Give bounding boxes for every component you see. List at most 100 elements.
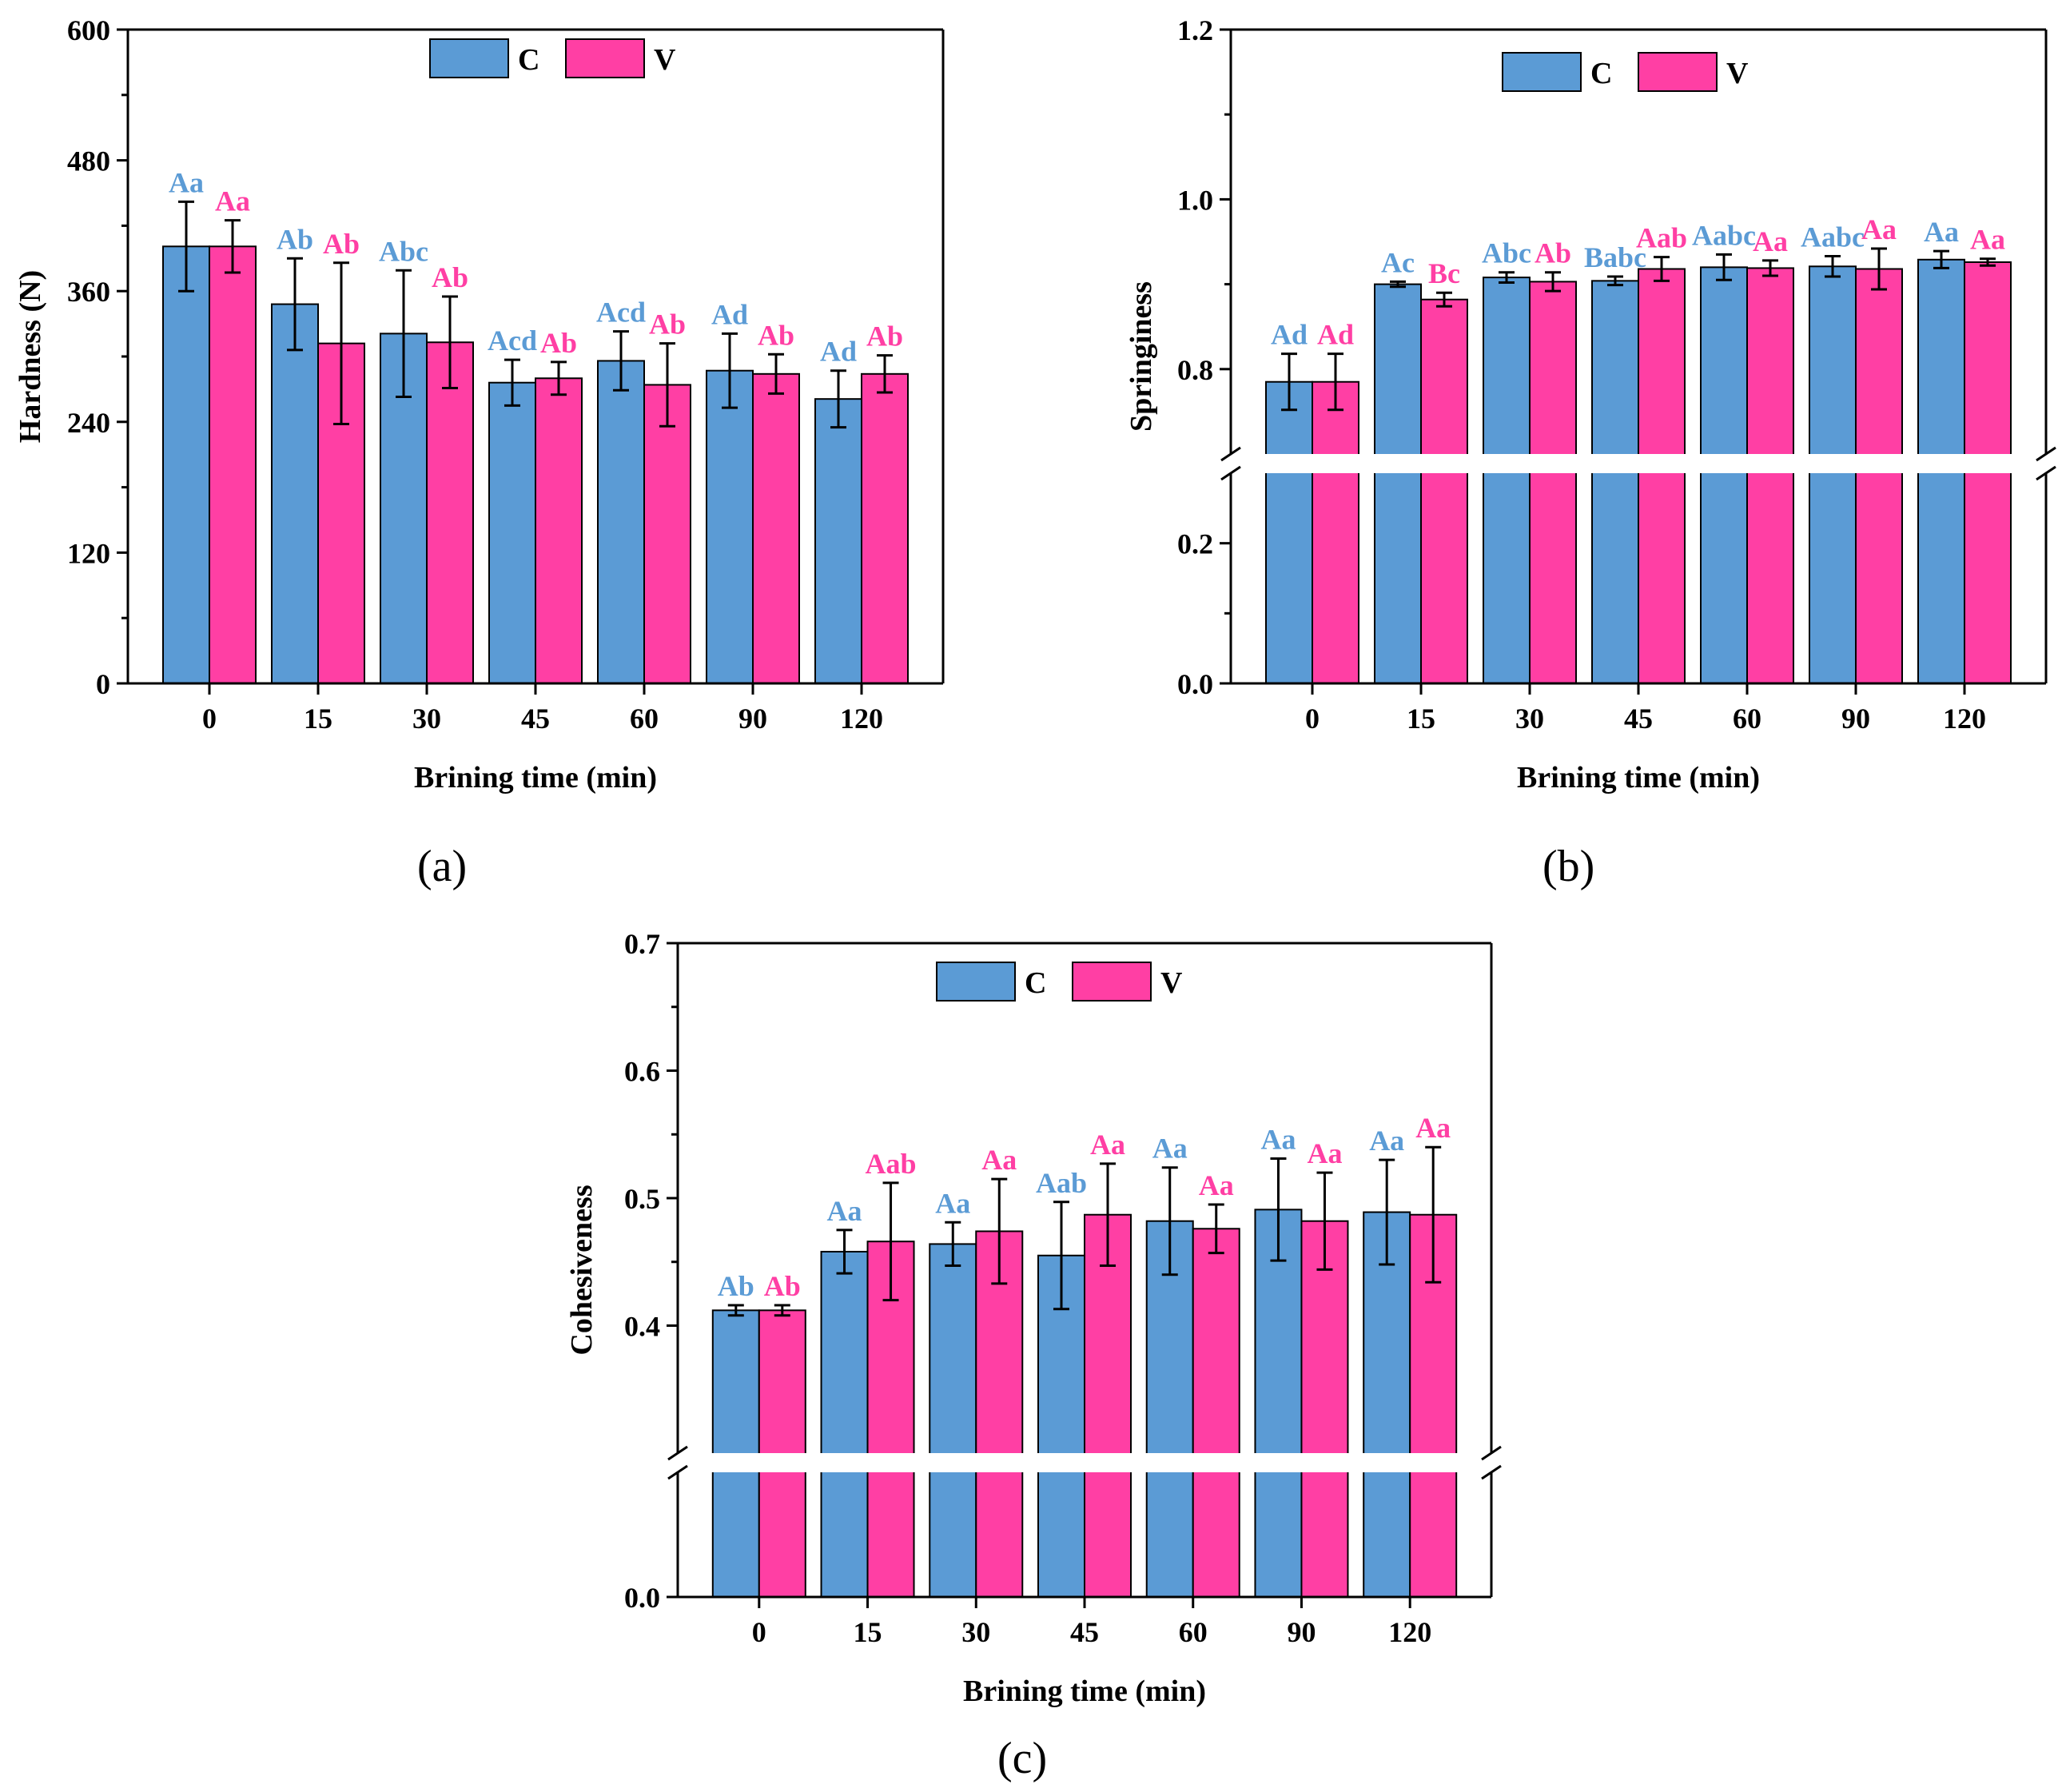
legend-label-a-V: V: [654, 43, 676, 77]
legend-label-b-C: C: [1590, 57, 1612, 90]
x-tick-label-c-120: 120: [1388, 1616, 1431, 1648]
legend-label-a-C: C: [518, 43, 539, 77]
x-tick-label-c-90: 90: [1287, 1616, 1316, 1648]
sig-label-a-V-15: Ab: [323, 228, 360, 260]
sig-label-c-C-15: Aa: [827, 1195, 862, 1227]
bar-a-V-60: [643, 384, 691, 684]
sig-label-b-V-120: Aa: [1970, 224, 2005, 256]
y-tick-label-c: 0.7: [624, 928, 660, 960]
y-tick-label-b: 0.8: [1177, 354, 1213, 386]
bar-c-V-60: [1192, 1228, 1240, 1599]
bar-b-V-15: [1420, 298, 1468, 684]
bar-c-C-90: [1254, 1209, 1303, 1598]
y-tick-label-b: 0.2: [1177, 528, 1213, 560]
y-tick-label-a: 120: [67, 537, 110, 569]
y-axis-title-a: Hardness (N): [14, 270, 47, 443]
bar-a-C-90: [706, 369, 754, 684]
x-tick-label-a-15: 15: [304, 703, 332, 735]
sig-label-c-V-30: Aa: [981, 1144, 1017, 1176]
bar-b-C-15: [1374, 283, 1422, 684]
x-tick-label-c-60: 60: [1179, 1616, 1208, 1648]
sig-label-b-C-60: Aabc: [1692, 219, 1756, 251]
bar-a-V-0: [209, 245, 257, 684]
x-tick-label-b-60: 60: [1733, 703, 1761, 735]
bar-c-C-60: [1145, 1220, 1194, 1598]
y-tick-label-c: 0.5: [624, 1183, 660, 1215]
sig-label-a-C-0: Aa: [169, 166, 204, 198]
bar-a-V-120: [861, 372, 909, 684]
panel-label-a: (a): [417, 842, 468, 891]
y-axis-title-b: Springiness: [1125, 281, 1158, 432]
x-tick-label-a-30: 30: [412, 703, 441, 735]
bar-a-V-90: [752, 372, 800, 684]
sig-label-a-V-30: Ab: [432, 261, 468, 293]
sig-label-a-C-90: Ad: [711, 298, 748, 330]
axis-break-gap: [667, 1453, 1503, 1472]
bar-a-V-30: [426, 341, 474, 684]
x-tick-label-c-45: 45: [1070, 1616, 1099, 1648]
sig-label-a-V-45: Ab: [540, 327, 577, 359]
sig-label-b-C-45: Babc: [1584, 241, 1646, 273]
x-tick-label-a-120: 120: [840, 703, 883, 735]
x-axis-title-b: Brining time (min): [1517, 761, 1760, 794]
sig-label-c-C-30: Aa: [935, 1187, 970, 1219]
sig-label-a-C-30: Abc: [379, 235, 428, 267]
x-tick-label-a-60: 60: [630, 703, 659, 735]
bar-b-V-45: [1638, 268, 1686, 684]
sig-label-b-V-60: Aa: [1753, 225, 1788, 257]
sig-label-b-V-0: Ad: [1317, 319, 1354, 351]
sig-label-c-C-90: Aa: [1260, 1124, 1296, 1156]
bar-b-C-90: [1809, 265, 1857, 685]
sig-label-a-V-60: Ab: [649, 309, 686, 340]
sig-label-a-V-90: Ab: [758, 319, 794, 351]
sig-label-c-C-60: Aa: [1152, 1133, 1188, 1165]
x-tick-label-a-45: 45: [521, 703, 550, 735]
sig-label-a-C-45: Acd: [488, 325, 537, 356]
x-tick-label-c-15: 15: [854, 1616, 882, 1648]
sig-label-c-V-60: Aa: [1199, 1169, 1234, 1201]
sig-label-c-V-15: Aab: [866, 1148, 917, 1180]
sig-label-c-V-0: Ab: [764, 1270, 801, 1302]
sig-label-a-C-15: Ab: [277, 223, 313, 255]
x-tick-label-a-90: 90: [738, 703, 767, 735]
x-tick-label-b-0: 0: [1305, 703, 1320, 735]
bar-a-C-0: [162, 245, 210, 684]
legend-swatch-c-C: [936, 962, 1016, 1002]
sig-label-c-C-120: Aa: [1369, 1125, 1404, 1157]
legend-swatch-b-V: [1638, 52, 1718, 92]
bar-a-V-45: [535, 377, 583, 684]
x-axis-title-c: Brining time (min): [963, 1675, 1206, 1708]
x-tick-label-b-90: 90: [1841, 703, 1870, 735]
bar-b-V-30: [1529, 281, 1577, 684]
bar-b-C-60: [1700, 266, 1748, 684]
sig-label-a-C-120: Ad: [820, 336, 857, 368]
sig-label-b-V-30: Ab: [1535, 237, 1571, 269]
bar-b-V-0: [1312, 380, 1359, 684]
axis-break-gap: [1220, 454, 2057, 473]
legend-swatch-a-C: [429, 38, 509, 78]
y-tick-label-a: 360: [67, 276, 110, 308]
panel-label-b: (b): [1543, 842, 1595, 891]
bar-c-C-15: [820, 1250, 869, 1598]
sig-label-a-V-120: Ab: [866, 321, 903, 352]
bar-c-C-30: [929, 1243, 977, 1599]
y-tick-label-c: 0.0: [624, 1582, 660, 1614]
x-tick-label-b-30: 30: [1515, 703, 1544, 735]
sig-label-c-V-90: Aa: [1307, 1137, 1342, 1169]
x-tick-label-b-120: 120: [1943, 703, 1986, 735]
y-tick-label-a: 600: [67, 14, 110, 46]
x-tick-label-b-45: 45: [1624, 703, 1653, 735]
legend-label-c-V: V: [1160, 966, 1183, 1000]
legend-label-b-V: V: [1726, 57, 1749, 90]
bar-a-C-60: [597, 360, 645, 684]
y-tick-label-b: 1.2: [1177, 14, 1213, 46]
x-tick-label-a-0: 0: [202, 703, 217, 735]
bar-a-C-120: [814, 398, 862, 684]
bar-b-V-90: [1855, 268, 1903, 684]
y-tick-label-b: 1.0: [1177, 184, 1213, 216]
bar-c-V-30: [975, 1230, 1024, 1598]
sig-label-b-V-45: Aab: [1636, 222, 1687, 254]
